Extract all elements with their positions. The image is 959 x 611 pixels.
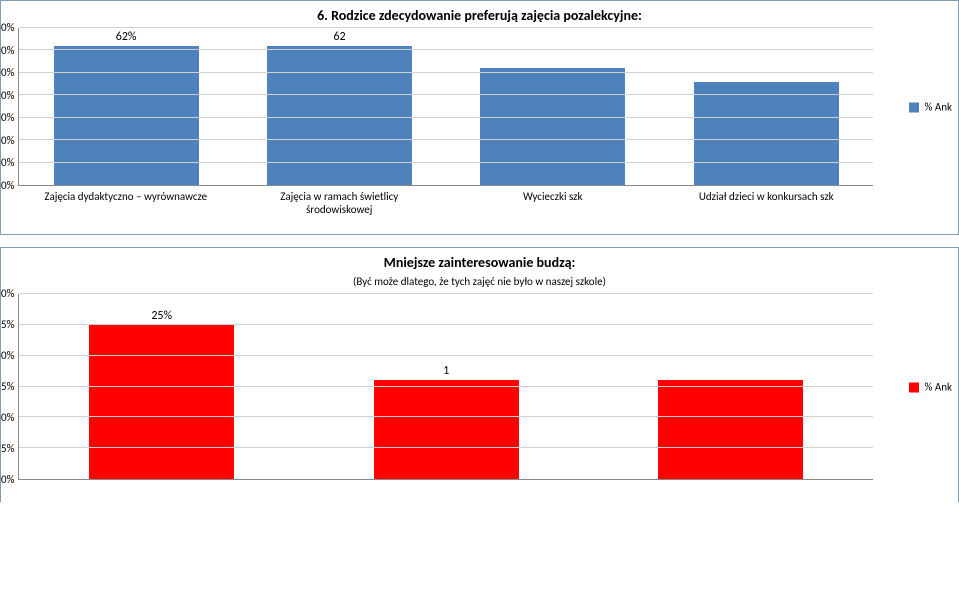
chart1-x-labels: Zajęcia dydaktyczno – wyrównawcze Zajęcia… xyxy=(19,186,873,234)
x-label: Zajęcia w ramach świetlicyśrodowiskowej xyxy=(245,190,433,216)
x-label: Udział dzieci w konkursach szk xyxy=(672,190,860,216)
chart1-title: 6. Rodzice zdecydowanie preferują zajęci… xyxy=(1,1,958,28)
chart1-x-wrap: Zajęcia dydaktyczno – wyrównawcze Zajęcia… xyxy=(1,186,958,234)
chart2-title: Mniejsze zainteresowanie budzą: xyxy=(1,248,958,275)
bar-value-label: 1 xyxy=(374,364,519,378)
bar: 25% xyxy=(89,325,234,479)
chart1-legend-swatch xyxy=(909,102,919,112)
bar-value-label: 62% xyxy=(54,30,199,44)
chart2-subtitle: (Być może dlatego, że tych zajęć nie był… xyxy=(1,275,958,294)
chart2-legend-label: % Ank xyxy=(925,381,953,394)
chart1-legend: % Ank xyxy=(909,101,953,114)
chart2-x-wrap xyxy=(1,480,958,502)
chart2-plot-wrapper: 0%5%0%5%0%5%0% 25% 1 % Ank xyxy=(1,294,958,480)
bar xyxy=(480,68,625,185)
grid-line xyxy=(19,447,873,448)
bar: 62% xyxy=(54,46,199,185)
bar xyxy=(658,380,803,479)
chart1-legend-label: % Ank xyxy=(925,101,953,114)
bar: 1 xyxy=(374,380,519,479)
chart2-legend-swatch xyxy=(909,382,919,392)
grid-line xyxy=(19,355,873,356)
grid-line xyxy=(19,386,873,387)
bar: 62 xyxy=(267,46,412,185)
grid-line xyxy=(19,49,873,50)
grid-line xyxy=(19,72,873,73)
chart-less-interest: Mniejsze zainteresowanie budzą: (Być moż… xyxy=(0,247,959,502)
chart2-plot-area: 25% 1 xyxy=(18,294,873,480)
grid-line xyxy=(19,293,873,294)
chart2-legend: % Ank xyxy=(909,381,953,394)
grid-line xyxy=(19,324,873,325)
bar-value-label: 62 xyxy=(267,30,412,44)
chart1-plot-area: 62% 62 xyxy=(18,28,873,186)
chart1-plot-wrapper: 0%0%0%0%0%0%0%0% 62% 62 % Ank xyxy=(1,28,958,186)
chart-preferred-activities: 6. Rodzice zdecydowanie preferują zajęci… xyxy=(0,0,959,235)
chart2-y-axis: 0%5%0%5%0%5%0% xyxy=(1,294,18,480)
grid-line xyxy=(19,139,873,140)
bar-value-label: 25% xyxy=(89,309,234,323)
grid-line xyxy=(19,162,873,163)
chart2-legend-area: % Ank xyxy=(873,294,958,480)
x-label: Zajęcia dydaktyczno – wyrównawcze xyxy=(32,190,220,216)
chart1-y-axis: 0%0%0%0%0%0%0%0% xyxy=(1,28,18,186)
grid-line xyxy=(19,117,873,118)
x-label: Wycieczki szk xyxy=(459,190,647,216)
grid-line xyxy=(19,94,873,95)
grid-line xyxy=(19,416,873,417)
chart2-bars: 25% 1 xyxy=(19,294,873,479)
chart2-x-labels xyxy=(19,480,873,502)
bar xyxy=(694,82,839,185)
grid-line xyxy=(19,27,873,28)
chart1-legend-area: % Ank xyxy=(873,28,958,186)
